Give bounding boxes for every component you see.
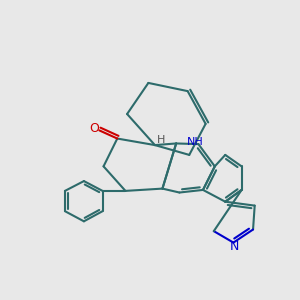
Text: O: O [89, 122, 99, 135]
Text: N: N [230, 240, 240, 253]
Text: H: H [157, 135, 165, 145]
Text: NH: NH [188, 137, 204, 147]
